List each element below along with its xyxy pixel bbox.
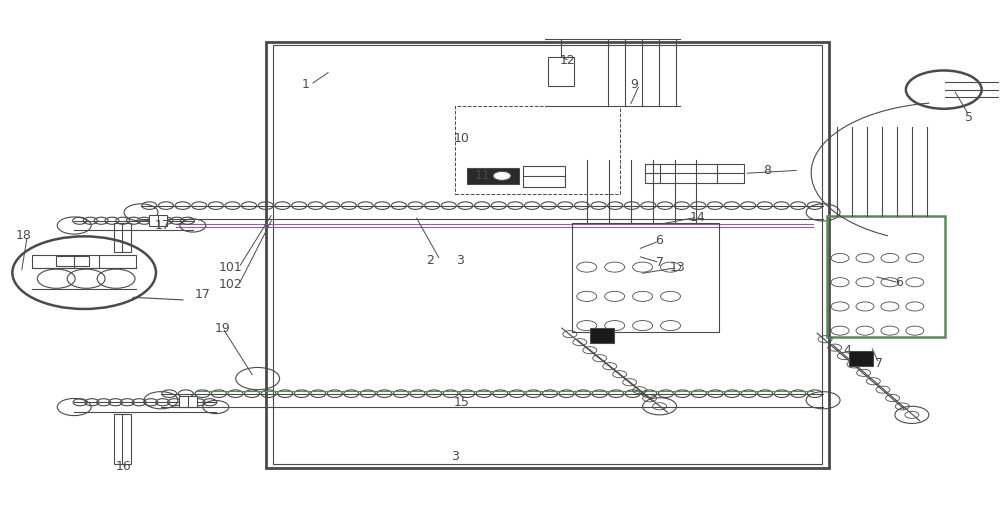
Bar [523,166,565,187]
Text: 8: 8 [763,164,771,177]
Text: 3: 3 [456,254,464,267]
Text: 6: 6 [895,276,903,289]
Bar [849,351,873,366]
Bar [149,214,167,226]
Bar [827,215,945,337]
Text: 12: 12 [560,54,576,67]
Text: 15: 15 [454,396,470,409]
Bar [467,168,519,184]
Bar [645,164,744,183]
Text: 7: 7 [656,256,664,269]
Text: 6: 6 [656,234,663,247]
Bar [32,255,136,268]
Text: 11: 11 [474,169,490,182]
Bar [572,223,719,332]
Text: 14: 14 [690,211,705,224]
Text: 17: 17 [155,219,171,232]
Text: 17: 17 [195,288,211,301]
Circle shape [493,171,511,180]
Text: 16: 16 [115,460,131,473]
Bar [548,57,574,86]
Bar [114,414,131,464]
Text: 18: 18 [15,229,31,242]
Text: 10: 10 [454,132,470,145]
Bar [179,395,197,407]
Bar [56,256,89,266]
Text: 101: 101 [219,261,243,274]
Text: 5: 5 [965,111,973,124]
Text: 7: 7 [875,357,883,370]
Bar [114,223,131,252]
Text: 13: 13 [670,261,685,274]
Text: 102: 102 [219,278,243,291]
Bar [266,42,829,468]
Bar [455,106,620,194]
Text: 9: 9 [631,78,639,91]
Text: 2: 2 [426,254,434,267]
Text: 1: 1 [302,78,309,91]
Bar [590,328,614,343]
Text: 3: 3 [451,450,459,463]
Text: 19: 19 [215,321,231,335]
Bar [273,45,822,464]
Text: 4: 4 [843,344,851,357]
